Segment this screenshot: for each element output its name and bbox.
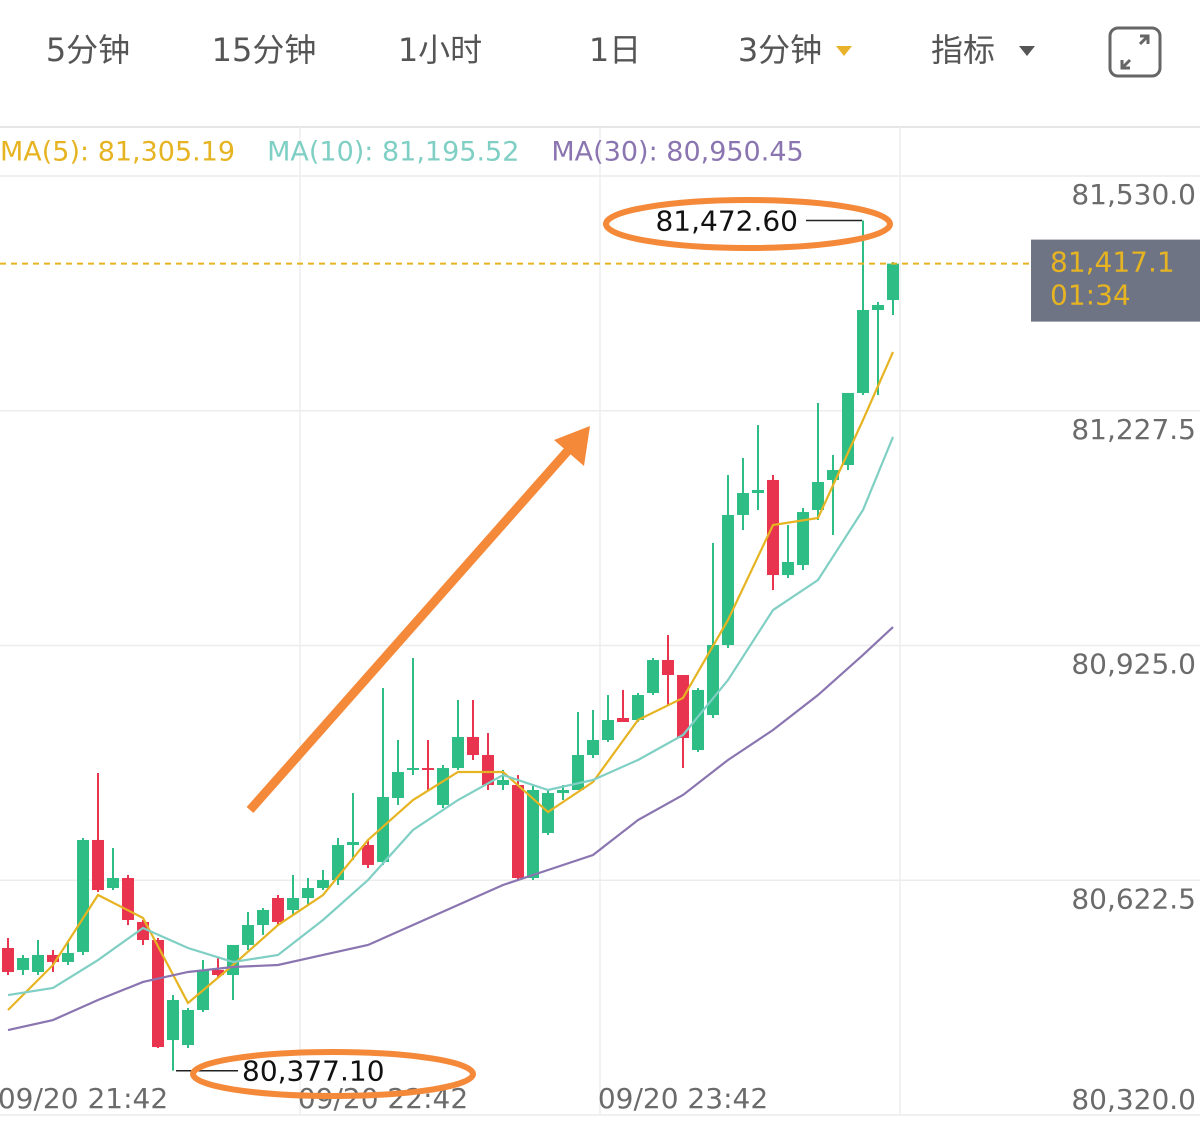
candle-body xyxy=(752,489,764,494)
x-tick-label: 09/20 23:42 xyxy=(598,1082,768,1115)
highlight-ellipse xyxy=(190,1049,476,1099)
candle-body xyxy=(362,845,374,865)
candle-body xyxy=(422,768,434,770)
candle-body xyxy=(482,754,494,786)
legend-entry: MA(5): 81,305.19 xyxy=(0,137,235,168)
countdown: 01:34 xyxy=(1050,279,1131,312)
candle-body xyxy=(467,736,479,755)
candle-body xyxy=(587,740,599,755)
candle-body xyxy=(302,888,314,899)
candle-body xyxy=(647,660,659,693)
y-tick-label: 80,622.5 xyxy=(1071,882,1196,915)
candle-body xyxy=(782,561,794,576)
tab[interactable]: 指标 xyxy=(931,31,995,69)
fullscreen-button[interactable] xyxy=(1108,26,1162,78)
highlight-ellipse xyxy=(603,197,893,251)
candle-body xyxy=(347,841,359,846)
candle-body xyxy=(392,771,404,798)
candle-body xyxy=(857,310,869,393)
candle-body xyxy=(827,470,839,480)
candle-body xyxy=(257,909,269,926)
candle-body xyxy=(32,954,44,972)
last-price-box xyxy=(1031,239,1200,322)
candle-body xyxy=(497,779,509,786)
candle-body xyxy=(872,304,884,311)
x-tick-label: 09/20 21:42 xyxy=(0,1082,168,1115)
candle-body xyxy=(2,947,14,972)
annotation-label: 81,472.60 xyxy=(655,205,798,238)
candle-body xyxy=(617,717,629,723)
candle-body xyxy=(152,940,164,1048)
y-tick-label: 81,227.5 xyxy=(1071,413,1196,446)
dropdown-caret xyxy=(1019,46,1035,56)
legend-entry: MA(30): 80,950.45 xyxy=(551,137,803,168)
y-tick-label: 81,530.0 xyxy=(1071,178,1196,211)
candle-body xyxy=(167,999,179,1041)
candle-body xyxy=(632,695,644,720)
candle-body xyxy=(62,952,74,962)
dropdown-caret xyxy=(836,46,852,56)
tab-bar: 5分钟 15分钟 1小时 1日 3分钟 指标 xyxy=(46,31,1035,69)
plot: 81,530.0 81,227.5 80,925.0 80,622.5 80,320.0… xyxy=(0,137,1200,1116)
candle-body xyxy=(812,481,824,511)
candle-body xyxy=(317,880,329,889)
candle-body xyxy=(242,925,254,945)
trend-arrow xyxy=(246,443,576,813)
y-tick-label: 80,320.0 xyxy=(1071,1083,1196,1116)
candle-body xyxy=(452,736,464,769)
ma-line xyxy=(7,436,895,997)
candle-body xyxy=(572,754,584,790)
candle-body xyxy=(737,493,749,515)
candle-body xyxy=(692,689,704,751)
candle-body xyxy=(212,969,224,976)
ma-line xyxy=(7,351,895,1011)
candle-body xyxy=(17,958,29,970)
ma-line xyxy=(7,626,894,1032)
candle-body xyxy=(557,789,569,794)
tab[interactable]: 1小时 xyxy=(398,31,482,69)
candle-body xyxy=(47,954,59,962)
candle-body xyxy=(407,768,419,770)
tab[interactable]: 15分钟 xyxy=(212,31,317,69)
last-price-label: 81,417.1 xyxy=(1050,246,1175,279)
candle-body xyxy=(527,789,539,878)
candle-body xyxy=(797,512,809,566)
candle-body xyxy=(92,839,104,891)
fullscreen-icon xyxy=(1120,34,1150,70)
trend-arrow-head xyxy=(554,426,590,466)
annotation-label: 80,377.10 xyxy=(242,1055,385,1088)
candle-body xyxy=(662,660,674,675)
candle-body xyxy=(272,898,284,923)
tab[interactable]: 3分钟 xyxy=(738,31,822,69)
candle-body xyxy=(707,645,719,716)
candle-body xyxy=(512,785,524,878)
candle-body xyxy=(77,839,89,952)
candle-body xyxy=(332,845,344,881)
tab[interactable]: 1日 xyxy=(589,31,641,69)
candle-body xyxy=(137,922,149,941)
y-tick-label: 80,925.0 xyxy=(1071,648,1196,681)
candle-body xyxy=(182,1010,194,1046)
candle-body xyxy=(887,263,899,301)
candle-body xyxy=(107,877,119,889)
candle-body xyxy=(287,898,299,910)
tab[interactable]: 5分钟 xyxy=(46,31,130,69)
candle-body xyxy=(377,796,389,863)
legend-entry: MA(10): 81,195.52 xyxy=(267,137,519,168)
candle-body xyxy=(437,768,449,805)
candle-body xyxy=(602,719,614,741)
